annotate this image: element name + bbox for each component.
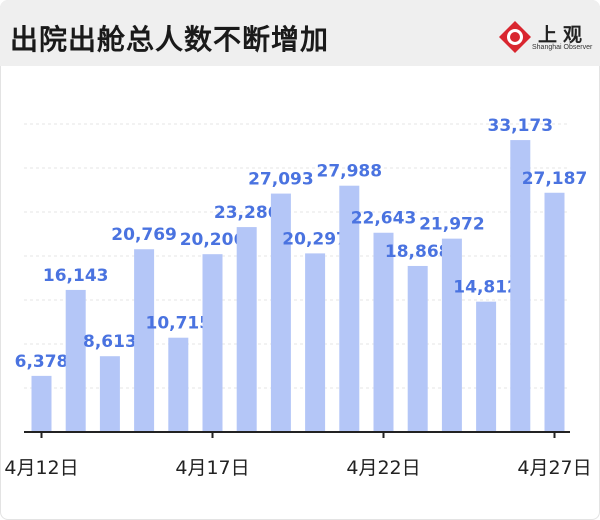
bar-4月18日 — [236, 227, 257, 432]
data-label-4月16日: 10,715 — [145, 314, 211, 334]
bar-4月27日 — [544, 192, 565, 432]
data-label-4月20日: 20,297 — [282, 229, 348, 249]
x-tick-label-4月22日: 4月22日 — [346, 457, 420, 479]
chart-title: 出院出舱总人数不断增加 — [10, 23, 330, 56]
data-label-4月21日: 27,988 — [316, 162, 382, 182]
data-label-4月27日: 27,187 — [522, 169, 588, 189]
data-label-4月26日: 33,173 — [487, 116, 553, 136]
bar-4月26日 — [510, 140, 531, 432]
data-label-4月23日: 18,868 — [385, 242, 451, 262]
logo-text: 上观 — [538, 24, 589, 46]
bar-4月20日 — [305, 253, 326, 432]
x-tick-label-4月12日: 4月12日 — [4, 457, 78, 479]
logo-emblem-icon — [499, 21, 531, 53]
data-label-4月14日: 8,613 — [83, 332, 137, 352]
bar-4月12日 — [31, 375, 52, 432]
bar-4月16日 — [168, 337, 189, 432]
chart-header: 出院出舱总人数不断增加 上观 Shanghai Observer — [0, 0, 600, 66]
bar-4月25日 — [476, 301, 497, 432]
bar-4月24日 — [441, 238, 462, 432]
data-label-4月15日: 20,769 — [111, 225, 177, 245]
logo-subtitle: Shanghai Observer — [532, 44, 593, 51]
bar-4月15日 — [134, 249, 155, 432]
bar-4月13日 — [65, 289, 86, 432]
bar-4月21日 — [339, 185, 360, 432]
data-label-4月12日: 6,378 — [15, 352, 69, 372]
data-label-4月19日: 27,093 — [248, 170, 314, 190]
data-label-4月24日: 21,972 — [419, 215, 485, 235]
x-tick-label-4月17日: 4月17日 — [175, 457, 249, 479]
bar-4月17日 — [202, 254, 223, 432]
data-label-4月13日: 16,143 — [43, 266, 109, 286]
x-tick-label-4月27日: 4月27日 — [517, 457, 591, 479]
bar-4月14日 — [99, 356, 120, 432]
bar-4月23日 — [407, 265, 428, 432]
data-label-4月25日: 14,812 — [453, 278, 519, 298]
data-label-4月18日: 23,286 — [214, 203, 280, 223]
bar-4月19日 — [270, 193, 291, 432]
bar-4月22日 — [373, 232, 394, 432]
data-label-4月22日: 22,643 — [351, 209, 417, 229]
shanghai-observer-logo: 上观 Shanghai Observer — [498, 20, 592, 56]
data-label-4月17日: 20,206 — [180, 230, 246, 250]
